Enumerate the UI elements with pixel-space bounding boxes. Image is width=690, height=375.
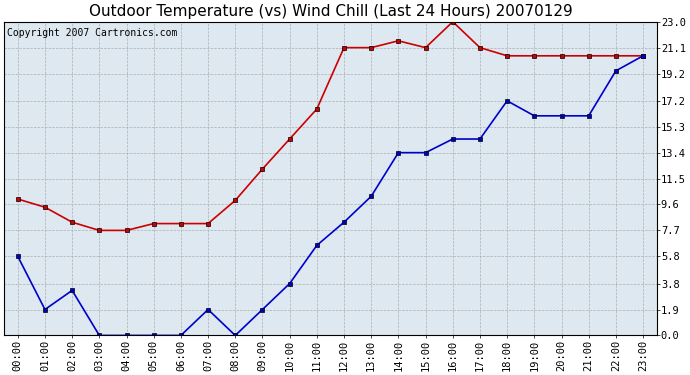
Text: Copyright 2007 Cartronics.com: Copyright 2007 Cartronics.com <box>8 28 178 38</box>
Title: Outdoor Temperature (vs) Wind Chill (Last 24 Hours) 20070129: Outdoor Temperature (vs) Wind Chill (Las… <box>88 4 572 19</box>
